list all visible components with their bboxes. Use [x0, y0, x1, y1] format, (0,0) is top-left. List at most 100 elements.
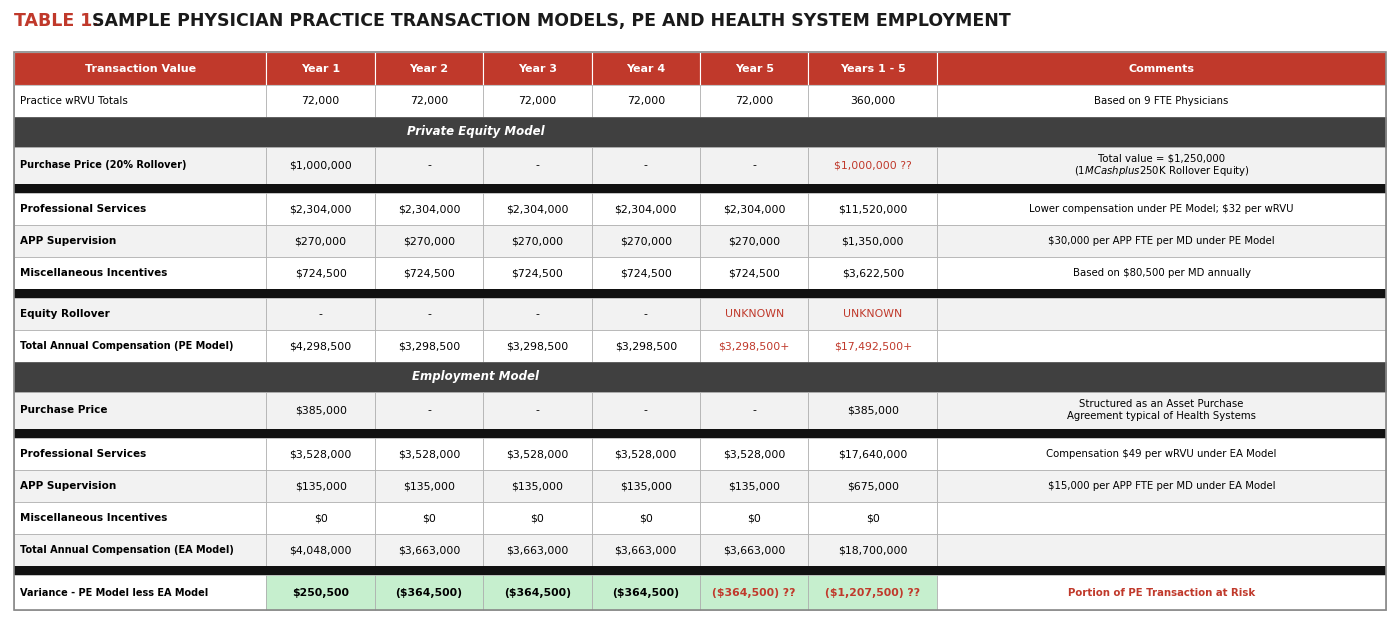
Bar: [483, 392, 592, 429]
Text: Year 1: Year 1: [301, 64, 340, 74]
Bar: [592, 330, 700, 362]
Bar: [14, 225, 266, 257]
Bar: [938, 330, 1386, 362]
Bar: [592, 502, 700, 534]
Text: $0: $0: [638, 513, 652, 523]
Text: Professional Services: Professional Services: [20, 449, 146, 459]
Bar: [14, 362, 1386, 392]
Bar: [266, 52, 375, 86]
Text: $724,500: $724,500: [295, 268, 347, 278]
Text: $135,000: $135,000: [620, 481, 672, 491]
Bar: [483, 193, 592, 225]
Bar: [483, 502, 592, 534]
Bar: [375, 470, 483, 502]
Bar: [14, 86, 266, 117]
Text: $30,000 per APP FTE per MD under PE Model: $30,000 per APP FTE per MD under PE Mode…: [1049, 236, 1275, 246]
Bar: [938, 470, 1386, 502]
Text: Lower compensation under PE Model; $32 per wRVU: Lower compensation under PE Model; $32 p…: [1029, 204, 1294, 214]
Bar: [375, 298, 483, 330]
Bar: [808, 575, 938, 610]
Text: Equity Rollover: Equity Rollover: [20, 309, 109, 319]
Bar: [592, 225, 700, 257]
Bar: [700, 438, 808, 470]
Bar: [938, 52, 1386, 86]
Text: $385,000: $385,000: [847, 405, 899, 415]
Text: $2,304,000: $2,304,000: [290, 204, 351, 214]
Bar: [266, 298, 375, 330]
Text: $0: $0: [314, 513, 328, 523]
Text: -: -: [752, 405, 756, 415]
Text: 72,000: 72,000: [627, 96, 665, 106]
Text: -: -: [752, 160, 756, 171]
Text: Purchase Price (20% Rollover): Purchase Price (20% Rollover): [20, 160, 186, 171]
Bar: [483, 470, 592, 502]
Text: Miscellaneous Incentives: Miscellaneous Incentives: [20, 513, 168, 523]
Text: Year 2: Year 2: [409, 64, 448, 74]
Text: SAMPLE PHYSICIAN PRACTICE TRANSACTION MODELS, PE AND HEALTH SYSTEM EMPLOYMENT: SAMPLE PHYSICIAN PRACTICE TRANSACTION MO…: [85, 12, 1011, 30]
Bar: [14, 289, 1386, 298]
Text: 72,000: 72,000: [301, 96, 340, 106]
Bar: [808, 438, 938, 470]
Text: $0: $0: [867, 513, 879, 523]
Bar: [938, 146, 1386, 184]
Text: 360,000: 360,000: [850, 96, 896, 106]
Bar: [14, 193, 266, 225]
Text: 72,000: 72,000: [410, 96, 448, 106]
Text: $250,500: $250,500: [293, 588, 349, 598]
Text: Comments: Comments: [1128, 64, 1194, 74]
Text: $3,663,000: $3,663,000: [615, 545, 678, 555]
Bar: [700, 257, 808, 289]
Text: $724,500: $724,500: [511, 268, 563, 278]
Bar: [592, 52, 700, 86]
Text: Portion of PE Transaction at Risk: Portion of PE Transaction at Risk: [1068, 588, 1256, 598]
Text: ($364,500) ??: ($364,500) ??: [713, 588, 797, 598]
Bar: [266, 470, 375, 502]
Bar: [375, 52, 483, 86]
Bar: [938, 438, 1386, 470]
Text: ($364,500): ($364,500): [396, 588, 462, 598]
Text: ($1,207,500) ??: ($1,207,500) ??: [826, 588, 920, 598]
Bar: [14, 438, 266, 470]
Text: TABLE 1.: TABLE 1.: [14, 12, 99, 30]
Text: $11,520,000: $11,520,000: [839, 204, 907, 214]
Text: $3,528,000: $3,528,000: [507, 449, 568, 459]
Text: $2,304,000: $2,304,000: [398, 204, 461, 214]
Text: Year 5: Year 5: [735, 64, 774, 74]
Bar: [14, 534, 266, 566]
Bar: [483, 257, 592, 289]
Bar: [266, 330, 375, 362]
Text: Total value = $1,250,000: Total value = $1,250,000: [1098, 154, 1225, 164]
Bar: [592, 438, 700, 470]
Bar: [483, 146, 592, 184]
Bar: [375, 86, 483, 117]
Bar: [808, 193, 938, 225]
Text: $2,304,000: $2,304,000: [722, 204, 785, 214]
Text: $1,350,000: $1,350,000: [841, 236, 904, 246]
Text: -: -: [535, 160, 539, 171]
Bar: [592, 298, 700, 330]
Bar: [592, 575, 700, 610]
Bar: [592, 392, 700, 429]
Text: Agreement typical of Health Systems: Agreement typical of Health Systems: [1067, 412, 1256, 422]
Bar: [808, 470, 938, 502]
Text: $675,000: $675,000: [847, 481, 899, 491]
Text: -: -: [644, 160, 648, 171]
Bar: [938, 225, 1386, 257]
Text: UNKNOWN: UNKNOWN: [843, 309, 903, 319]
Bar: [375, 392, 483, 429]
Text: $3,663,000: $3,663,000: [507, 545, 568, 555]
Text: $3,298,500: $3,298,500: [615, 342, 678, 352]
Bar: [808, 146, 938, 184]
Bar: [375, 575, 483, 610]
Text: Practice wRVU Totals: Practice wRVU Totals: [20, 96, 127, 106]
Bar: [14, 566, 1386, 575]
Bar: [14, 575, 266, 610]
Bar: [483, 438, 592, 470]
Bar: [592, 257, 700, 289]
Bar: [592, 534, 700, 566]
Bar: [14, 298, 266, 330]
Text: $3,528,000: $3,528,000: [722, 449, 785, 459]
Bar: [375, 225, 483, 257]
Bar: [375, 257, 483, 289]
Text: -: -: [535, 309, 539, 319]
